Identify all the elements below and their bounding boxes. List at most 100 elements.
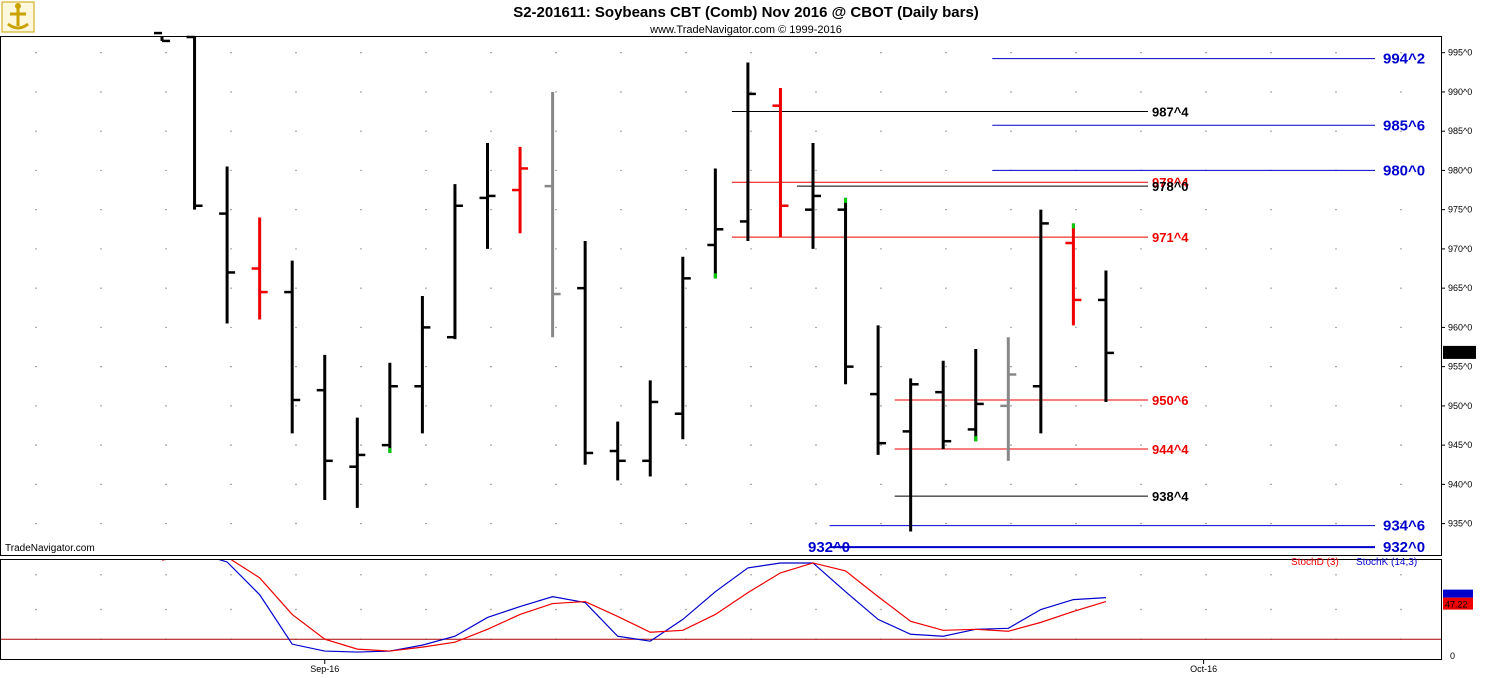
grid-dot [880,169,882,172]
grid-dot [165,444,167,446]
grid-dot [750,248,752,250]
grid-dot [1205,522,1207,525]
grid-dot [1270,444,1272,446]
grid-dot [1400,365,1402,368]
grid-dot [1270,248,1272,250]
grid-dot [490,287,492,289]
grid-dot [230,444,232,446]
grid-dot [1140,365,1142,368]
y-tick-label: 940^0 [1448,479,1472,489]
grid-dot [360,248,362,250]
grid-dot [1335,522,1337,525]
grid-dot [100,287,102,289]
y-tick-label: 935^0 [1448,519,1472,529]
grid-dot [1140,248,1142,250]
grid-dot [1270,91,1272,93]
grid-dot [1205,365,1207,368]
grid-dot [945,608,947,611]
grid-dot [945,51,947,54]
grid-dot [360,574,362,576]
grid-dot [620,444,622,446]
grid-dot [620,248,622,250]
grid-dot [815,574,817,576]
grid-dot [750,608,752,611]
grid-dot [1205,287,1207,289]
grid-dot [815,169,817,172]
grid-dot [1400,208,1402,211]
grid-dot [35,208,37,211]
stoch-k-last-marker [1443,589,1473,598]
grid-dot [165,405,167,407]
y-tick-label: 955^0 [1448,362,1472,372]
grid-dot [685,365,687,368]
grid-dot [815,483,817,486]
grid-dot [35,574,37,576]
grid-dot [1075,365,1077,368]
grid-dot [1075,51,1077,54]
grid-dot [815,51,817,54]
grid-dot [490,444,492,446]
grid-dot [1335,444,1337,446]
grid-dot [1335,208,1337,211]
grid-dot [35,405,37,407]
grid-dot [1205,574,1207,576]
y-tick-label: 965^0 [1448,283,1472,293]
grid-dot [100,51,102,54]
grid-dot [425,483,427,486]
grid-dot [295,522,297,525]
grid-dot [880,365,882,368]
grid-dot [1400,574,1402,576]
grid-dot [1140,326,1142,329]
grid-dot [1075,574,1077,576]
grid-dot [1335,608,1337,611]
grid-dot [620,522,622,525]
grid-dot [750,287,752,289]
grid-dot [1010,208,1012,211]
grid-dot [685,51,687,54]
grid-dot [1010,483,1012,486]
last-price-marker [1443,345,1476,359]
grid-dot [1140,608,1142,611]
grid-dot [945,444,947,446]
grid-dot [295,287,297,289]
grid-dot [100,574,102,576]
grid-dot [880,91,882,93]
grid-dot [815,130,817,132]
grid-dot [425,444,427,446]
grid-dot [165,326,167,329]
grid-dot [230,248,232,250]
grid-dot [1075,608,1077,611]
grid-dot [1075,483,1077,486]
level-label: 971^4 [1152,230,1189,245]
grid-dot [945,208,947,211]
grid-dot [945,248,947,250]
grid-dot [620,365,622,368]
grid-dot [425,574,427,576]
grid-dot [1400,405,1402,407]
grid-dot [1075,522,1077,525]
grid-dot [35,91,37,93]
grid-dot [1205,326,1207,329]
grid-dot [425,365,427,368]
grid-dot [1010,287,1012,289]
grid-dot [1335,326,1337,329]
grid-dot [555,405,557,407]
grid-dot [880,405,882,407]
grid-dot [945,574,947,576]
grid-dot [490,365,492,368]
grid-dot [295,608,297,611]
grid-dot [295,365,297,368]
grid-dot [35,51,37,54]
grid-dot [100,130,102,132]
grid-dot [360,608,362,611]
grid-dot [230,208,232,211]
grid-dot [880,208,882,211]
y-tick-label: 985^0 [1448,126,1472,136]
grid-dot [750,574,752,576]
chart-title: S2-201611: Soybeans CBT (Comb) Nov 2016 … [513,4,979,21]
grid-dot [750,169,752,172]
grid-dot [165,574,167,576]
grid-dot [1010,365,1012,368]
grid-dot [1400,444,1402,446]
y-tick-label: 950^0 [1448,401,1472,411]
